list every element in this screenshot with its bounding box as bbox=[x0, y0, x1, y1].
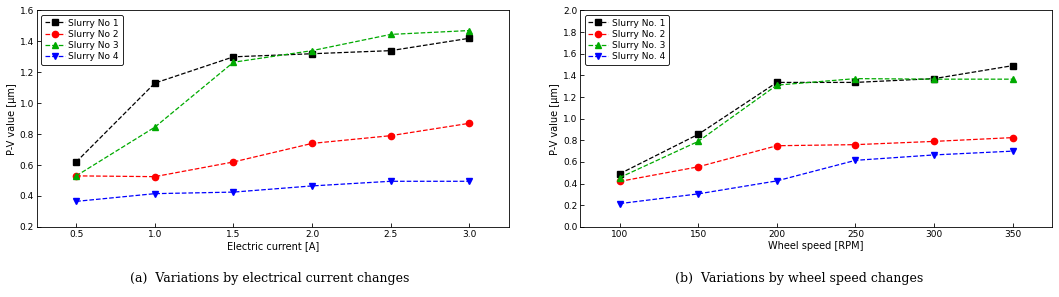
Slurry No. 4 bbox=[692, 192, 704, 196]
Slurry No 2 bbox=[148, 175, 161, 178]
Slurry No 2 bbox=[306, 142, 319, 145]
Text: (a)  Variations by electrical current changes: (a) Variations by electrical current cha… bbox=[130, 272, 410, 285]
Line: Slurry No. 3: Slurry No. 3 bbox=[616, 75, 1016, 181]
Slurry No 4 bbox=[463, 179, 475, 183]
Slurry No. 2 bbox=[928, 140, 940, 143]
Slurry No. 2 bbox=[1006, 136, 1019, 139]
Slurry No 3 bbox=[148, 125, 161, 129]
Slurry No 4 bbox=[384, 179, 397, 183]
Slurry No 1 bbox=[306, 52, 319, 56]
Y-axis label: P-V value [μm]: P-V value [μm] bbox=[551, 83, 560, 154]
Line: Slurry No 4: Slurry No 4 bbox=[73, 178, 472, 205]
Slurry No 1 bbox=[227, 55, 239, 59]
Text: (b)  Variations by wheel speed changes: (b) Variations by wheel speed changes bbox=[676, 272, 923, 285]
Line: Slurry No. 1: Slurry No. 1 bbox=[616, 62, 1016, 177]
Slurry No 4 bbox=[306, 184, 319, 188]
Slurry No. 1 bbox=[1006, 64, 1019, 67]
Slurry No 1 bbox=[463, 37, 475, 40]
Slurry No 2 bbox=[384, 134, 397, 138]
Slurry No 3 bbox=[306, 49, 319, 53]
Line: Slurry No. 4: Slurry No. 4 bbox=[616, 148, 1016, 207]
Slurry No 1 bbox=[384, 49, 397, 53]
Line: Slurry No. 2: Slurry No. 2 bbox=[616, 135, 1016, 184]
Slurry No. 3 bbox=[1006, 78, 1019, 81]
Slurry No. 3 bbox=[928, 78, 940, 81]
Slurry No. 3 bbox=[692, 140, 704, 143]
Slurry No. 4 bbox=[613, 202, 626, 206]
Slurry No. 3 bbox=[771, 83, 784, 87]
Slurry No. 3 bbox=[849, 77, 862, 80]
Slurry No. 4 bbox=[1006, 149, 1019, 153]
Slurry No 4 bbox=[70, 200, 83, 203]
X-axis label: Wheel speed [RPM]: Wheel speed [RPM] bbox=[769, 241, 864, 252]
Slurry No 2 bbox=[70, 174, 83, 178]
Slurry No 4 bbox=[227, 190, 239, 194]
Slurry No. 1 bbox=[692, 132, 704, 136]
Y-axis label: P-V value [μm]: P-V value [μm] bbox=[7, 83, 17, 154]
Slurry No. 2 bbox=[849, 143, 862, 146]
Legend: Slurry No. 1, Slurry No. 2, Slurry No. 3, Slurry No. 4: Slurry No. 1, Slurry No. 2, Slurry No. 3… bbox=[585, 15, 669, 65]
Line: Slurry No 1: Slurry No 1 bbox=[73, 35, 472, 165]
Slurry No. 1 bbox=[613, 172, 626, 176]
Slurry No 3 bbox=[384, 33, 397, 36]
Slurry No. 1 bbox=[849, 80, 862, 84]
Slurry No 3 bbox=[463, 29, 475, 32]
Line: Slurry No 2: Slurry No 2 bbox=[73, 120, 472, 180]
Slurry No 2 bbox=[463, 121, 475, 125]
Slurry No. 4 bbox=[928, 153, 940, 157]
Slurry No 3 bbox=[227, 61, 239, 64]
Slurry No. 4 bbox=[849, 159, 862, 162]
Slurry No. 2 bbox=[771, 144, 784, 148]
Legend: Slurry No 1, Slurry No 2, Slurry No 3, Slurry No 4: Slurry No 1, Slurry No 2, Slurry No 3, S… bbox=[41, 15, 123, 65]
Slurry No. 1 bbox=[928, 77, 940, 80]
Slurry No. 3 bbox=[613, 176, 626, 179]
Slurry No 2 bbox=[227, 160, 239, 164]
Slurry No. 1 bbox=[771, 80, 784, 84]
Slurry No 4 bbox=[148, 192, 161, 195]
X-axis label: Electric current [A]: Electric current [A] bbox=[227, 241, 319, 252]
Slurry No. 2 bbox=[613, 180, 626, 183]
Slurry No. 2 bbox=[692, 165, 704, 169]
Slurry No 3 bbox=[70, 174, 83, 178]
Slurry No 1 bbox=[148, 81, 161, 85]
Slurry No. 4 bbox=[771, 179, 784, 183]
Slurry No 1 bbox=[70, 160, 83, 164]
Line: Slurry No 3: Slurry No 3 bbox=[73, 27, 472, 179]
